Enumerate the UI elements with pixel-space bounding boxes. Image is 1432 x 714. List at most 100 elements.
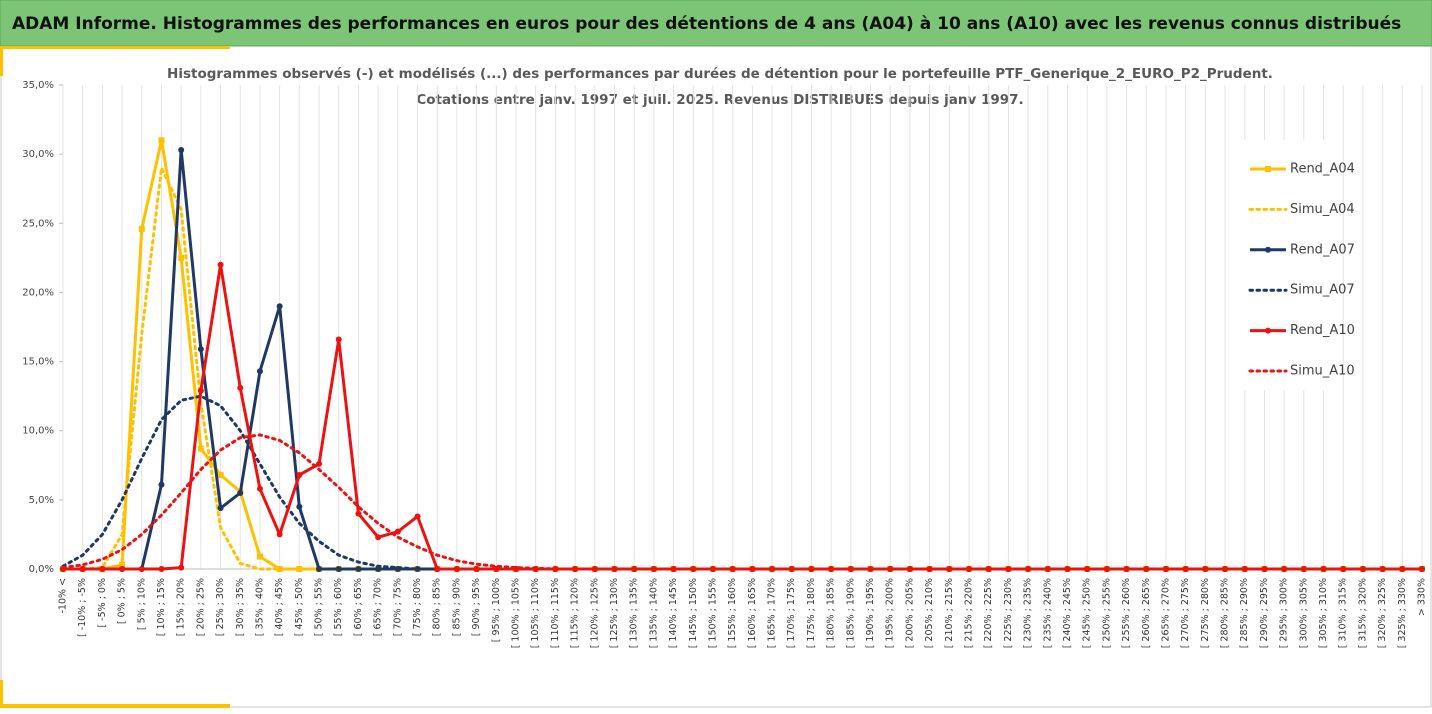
x-tick-label: [ 120% ; 125% [589, 578, 600, 648]
x-tick-label: [ 255% ; 260% [1121, 578, 1132, 648]
point [1241, 566, 1248, 572]
header-title: ADAM Informe. Histogrammes des performan… [12, 14, 1401, 34]
x-tick-label: [ 275% ; 280% [1200, 578, 1211, 648]
point [709, 566, 716, 572]
point [138, 225, 145, 232]
point [414, 513, 421, 520]
x-tick-label: [ 260% ; 265% [1141, 578, 1152, 648]
x-tick-label: [ 265% ; 270% [1160, 578, 1171, 648]
x-tick-label: [ 165% ; 170% [767, 578, 778, 648]
point [256, 553, 263, 560]
point [414, 566, 421, 572]
x-tick-label: [ 225% ; 230% [1003, 578, 1014, 648]
point [178, 254, 185, 261]
x-tick-label: [ 130% ; 135% [629, 578, 640, 648]
x-tick-label: -10% < [58, 578, 69, 614]
x-tick-label: [ 325% ; 330% [1397, 578, 1408, 648]
header-bar [0, 0, 1432, 47]
x-tick-label: [ 115% ; 120% [570, 578, 581, 648]
x-tick-label: [ 0% ; 5% [117, 578, 128, 624]
x-tick-label: [ 310% ; 315% [1338, 578, 1349, 648]
point [99, 566, 106, 572]
legend-box [1238, 140, 1338, 390]
x-tick-label: [ 215% ; 220% [964, 578, 975, 648]
point [1123, 566, 1130, 572]
legend-label: Simu_A04 [1290, 202, 1355, 217]
x-tick-label: [ 100% ; 105% [511, 578, 522, 648]
point [158, 137, 165, 144]
x-tick-label: [ 110% ; 115% [550, 578, 561, 648]
point [79, 566, 86, 572]
point [296, 471, 303, 478]
x-tick-label: [ 230% ; 235% [1023, 578, 1034, 648]
x-tick-label: [ 50% ; 55% [314, 578, 325, 636]
x-tick-label: [ 220% ; 225% [983, 578, 994, 648]
x-tick-label: [ 150% ; 155% [707, 578, 718, 648]
x-tick-label: [ 290% ; 295% [1259, 578, 1270, 648]
point [808, 566, 815, 572]
legend-marker [1265, 327, 1271, 334]
legend-marker [1265, 166, 1271, 172]
x-tick-label: [ 185% ; 190% [845, 578, 856, 648]
x-tick-label: [ -10% ; -5% [77, 578, 88, 637]
point [158, 481, 165, 488]
point [276, 303, 283, 310]
point [237, 384, 244, 391]
point [296, 503, 303, 510]
x-tick-label: [ 240% ; 245% [1062, 578, 1073, 648]
x-tick-label: [ 175% ; 180% [806, 578, 817, 648]
x-tick-label: [ 55% ; 60% [333, 578, 344, 636]
y-tick-label: 25,0% [22, 218, 54, 229]
point [197, 387, 204, 394]
chart-subtitle: Cotations entre janv. 1997 et juil. 2025… [416, 92, 1023, 108]
x-tick-label: [ 65% ; 70% [373, 578, 384, 636]
x-tick-label: [ 170% ; 175% [786, 578, 797, 648]
point [1025, 566, 1032, 572]
legend-label: Rend_A10 [1290, 323, 1355, 338]
x-tick-label: [ 75% ; 80% [412, 578, 423, 636]
point [217, 505, 224, 512]
point [197, 346, 204, 353]
point [1340, 566, 1347, 572]
accent [0, 680, 3, 708]
x-tick-label: [ 295% ; 300% [1279, 578, 1290, 648]
point [119, 561, 126, 568]
point [926, 566, 933, 572]
y-tick-label: 20,0% [22, 287, 54, 298]
x-tick-label: [ 300% ; 305% [1298, 578, 1309, 648]
x-tick-label: [ 200% ; 205% [904, 578, 915, 648]
x-tick-label: [ 280% ; 285% [1220, 578, 1231, 648]
point [237, 489, 244, 496]
x-tick-label: [ 140% ; 145% [668, 578, 679, 648]
x-tick-label: > 330% [1417, 578, 1428, 616]
x-tick-label: [ 125% ; 130% [609, 578, 620, 648]
x-tick-label: [ 210% ; 215% [944, 578, 955, 648]
series-line [61, 433, 1424, 571]
legend-label: Rend_A04 [1290, 162, 1355, 177]
legend-label: Simu_A10 [1290, 364, 1355, 379]
y-tick-label: 35,0% [22, 80, 54, 91]
x-tick-label: [ 180% ; 185% [826, 578, 837, 648]
point [434, 566, 441, 572]
x-tick-label: [ 95% ; 100% [491, 578, 502, 642]
point [355, 566, 362, 572]
x-tick-label: [ 30% ; 35% [235, 578, 246, 636]
accent [0, 704, 230, 708]
accent [0, 46, 230, 49]
accent [0, 46, 3, 76]
x-tick-label: [ 205% ; 210% [924, 578, 935, 648]
x-tick-label: [ 80% ; 85% [432, 578, 443, 636]
point [335, 566, 342, 572]
point [1419, 566, 1425, 572]
x-tick-label: [ 25% ; 30% [215, 578, 226, 636]
y-tick-label: 30,0% [22, 149, 54, 160]
x-tick-label: [ 10% ; 15% [156, 578, 167, 636]
axes: -10% < [ -10% ; -5% [ -5% ; 0% [ 0% ; 5% [ 5… [22, 80, 1427, 648]
x-tick-label: [ 285% ; 290% [1239, 578, 1250, 648]
x-tick-label: [ 40% ; 45% [274, 578, 285, 636]
x-tick-label: [ 145% ; 150% [688, 578, 699, 648]
y-tick-label: 0,0% [29, 564, 54, 575]
point [453, 566, 460, 572]
